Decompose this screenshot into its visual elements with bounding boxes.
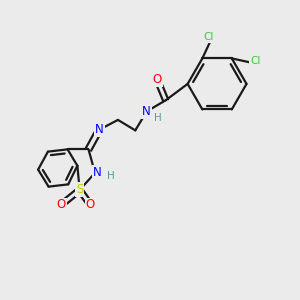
Text: Cl: Cl: [250, 56, 260, 66]
Text: N: N: [142, 105, 151, 118]
Text: O: O: [56, 199, 66, 212]
Text: S: S: [76, 183, 83, 196]
Text: N: N: [95, 123, 104, 136]
Text: N: N: [93, 167, 102, 179]
Text: O: O: [86, 199, 95, 212]
Text: O: O: [153, 73, 162, 86]
Text: H: H: [154, 113, 162, 123]
Text: Cl: Cl: [203, 32, 214, 42]
Text: H: H: [107, 171, 115, 181]
